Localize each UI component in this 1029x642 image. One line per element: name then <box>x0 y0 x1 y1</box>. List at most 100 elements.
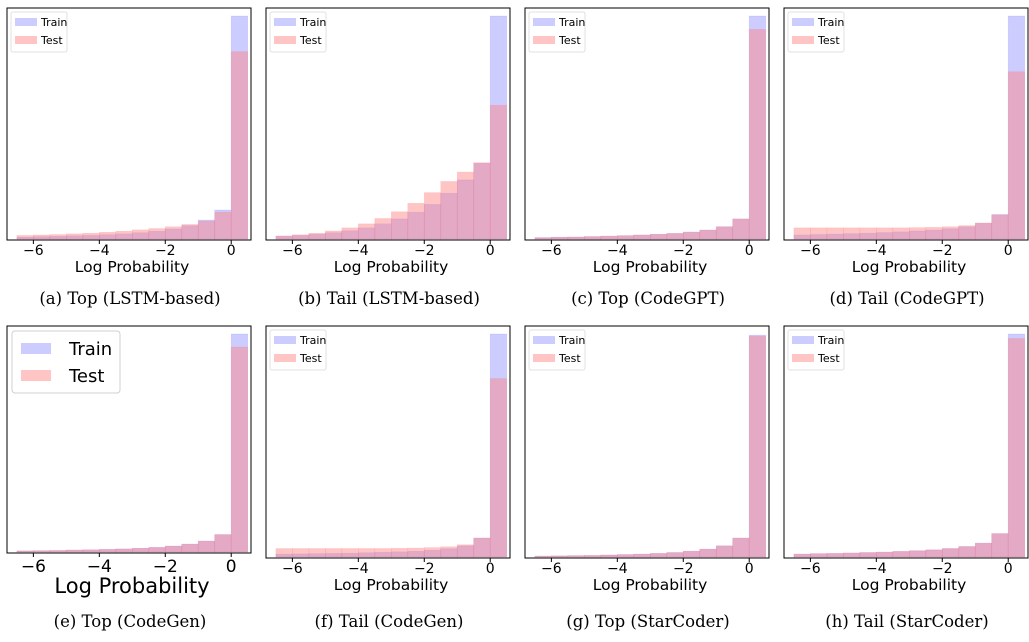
legend-train-label: Train <box>299 16 326 29</box>
bar-train-2 <box>826 553 844 558</box>
bar-train-2 <box>49 550 67 553</box>
bar-test-7 <box>649 553 668 558</box>
bar-train-9 <box>164 545 183 553</box>
bar-test-13 <box>1007 71 1026 240</box>
legend-test-label: Test <box>558 34 581 47</box>
bar-test-0 <box>793 227 811 240</box>
subfigure-caption: (e) Top (CodeGen) <box>54 612 207 631</box>
x-tick-label: −4 <box>89 243 110 259</box>
bar-train-10 <box>699 229 717 240</box>
bar-train-13 <box>230 15 249 240</box>
bar-test-5 <box>617 235 635 240</box>
bar-test-6 <box>374 218 392 240</box>
x-axis-label: Log Probability <box>852 576 967 594</box>
bar-test-8 <box>148 547 166 553</box>
bar-train-1 <box>551 236 569 240</box>
bar-train-12 <box>473 537 491 558</box>
legend: Train Test <box>528 11 585 53</box>
bar-train-2 <box>308 553 326 558</box>
bar-train-6 <box>374 552 392 558</box>
legend-train-label: Train <box>558 16 585 29</box>
bar-train-5 <box>99 234 117 240</box>
bar-train-12 <box>214 534 232 553</box>
axes-frame <box>783 325 1029 559</box>
subfigure-caption: (b) Tail (LSTM-based) <box>298 289 480 308</box>
bar-test-4 <box>859 552 877 558</box>
bar-test-10 <box>699 548 717 558</box>
x-tick-label: 0 <box>226 557 237 577</box>
legend: Train Test <box>10 11 67 53</box>
x-tick-label: −4 <box>866 561 887 577</box>
axes-frame <box>524 325 770 559</box>
x-tick-label: −2 <box>673 561 694 577</box>
bar-train-4 <box>859 232 877 240</box>
bar-test-13 <box>489 104 508 240</box>
bar-train-0 <box>534 555 552 558</box>
bar-train-3 <box>584 236 602 240</box>
bar-test-0 <box>793 553 811 558</box>
bar-train-4 <box>600 554 618 558</box>
bar-train-4 <box>600 235 618 240</box>
bar-train-0 <box>16 550 34 553</box>
bar-test-12 <box>732 537 750 558</box>
bar-train-11 <box>197 540 216 553</box>
bar-test-7 <box>131 229 150 240</box>
bar-train-5 <box>99 549 117 553</box>
bar-test-10 <box>440 181 458 240</box>
bar-test-13 <box>1007 338 1026 558</box>
bar-test-10 <box>958 225 976 240</box>
x-axis-label: Log Probability <box>593 258 708 276</box>
bars <box>793 15 1026 240</box>
subfigure-caption: (h) Tail (StarCoder) <box>825 612 988 631</box>
bar-test-13 <box>489 378 508 558</box>
bar-test-6 <box>892 227 910 240</box>
bar-test-3 <box>325 230 343 240</box>
x-tick-label: −6 <box>282 243 303 259</box>
bar-test-12 <box>732 218 750 240</box>
bars <box>16 15 249 240</box>
bar-test-7 <box>390 548 409 558</box>
bar-train-12 <box>732 537 750 558</box>
bars <box>534 334 767 558</box>
bar-train-9 <box>682 231 701 240</box>
bar-test-9 <box>941 226 960 240</box>
bar-test-4 <box>600 554 618 558</box>
bar-train-4 <box>82 235 100 240</box>
bar-train-2 <box>49 236 67 240</box>
x-axis-label: Log Probability <box>75 258 190 276</box>
bar-test-4 <box>341 227 359 240</box>
bar-test-10 <box>699 229 717 240</box>
bar-train-6 <box>892 551 910 558</box>
x-tick-label: 0 <box>1004 243 1013 259</box>
bar-test-11 <box>456 171 475 240</box>
panel-3: −6 −4 −2 0 Log Probability Train Test (d) Tail … <box>783 7 1029 308</box>
panel-1: −6 −4 −2 0 Log Probability Train Test (b) Tail … <box>265 7 511 308</box>
bar-test-11 <box>974 542 993 558</box>
bar-train-10 <box>181 225 199 240</box>
bar-train-9 <box>423 204 442 240</box>
legend: Train Test <box>787 329 844 371</box>
bar-test-11 <box>456 544 475 558</box>
bar-train-3 <box>584 555 602 558</box>
axes-frame <box>6 325 252 554</box>
bar-train-13 <box>748 334 767 558</box>
bar-test-2 <box>567 236 585 240</box>
bar-test-10 <box>181 543 199 553</box>
bar-test-0 <box>16 550 34 553</box>
x-tick-label: 0 <box>486 243 495 259</box>
bars <box>275 15 508 240</box>
x-tick-label: −4 <box>87 557 112 577</box>
legend-train-label: Train <box>68 339 112 360</box>
bar-test-5 <box>876 227 894 240</box>
bar-test-2 <box>308 548 326 558</box>
bar-test-8 <box>925 227 943 240</box>
bar-test-7 <box>908 227 927 240</box>
bar-test-11 <box>974 222 993 240</box>
bar-test-12 <box>991 533 1009 558</box>
bar-test-3 <box>584 236 602 240</box>
x-tick-label: 0 <box>486 561 495 577</box>
subfigure-caption: (g) Top (StarCoder) <box>566 612 729 631</box>
bar-test-8 <box>407 203 425 240</box>
bar-train-6 <box>633 234 651 240</box>
